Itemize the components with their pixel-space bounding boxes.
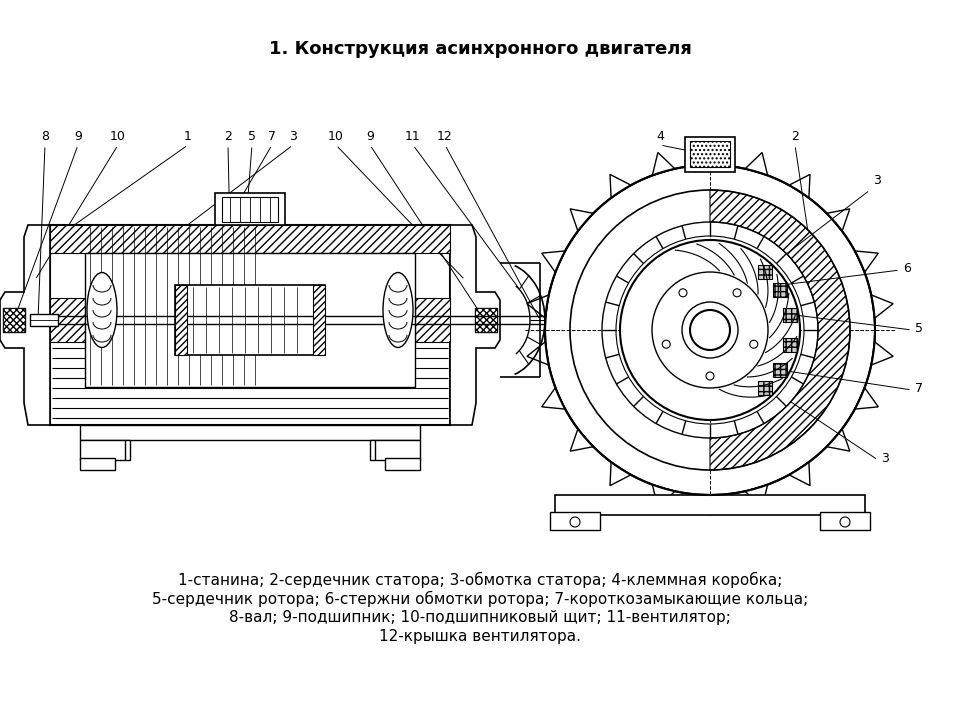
Text: 1. Конструкция асинхронного двигателя: 1. Конструкция асинхронного двигателя bbox=[269, 40, 691, 58]
Text: 12-крышка вентилятора.: 12-крышка вентилятора. bbox=[379, 629, 581, 644]
Bar bbox=[550, 512, 600, 530]
Polygon shape bbox=[789, 174, 810, 198]
Circle shape bbox=[840, 517, 850, 527]
Polygon shape bbox=[827, 429, 850, 451]
Circle shape bbox=[570, 517, 580, 527]
Text: 10: 10 bbox=[328, 130, 344, 143]
Bar bbox=[690, 141, 730, 167]
Bar bbox=[370, 440, 420, 460]
Text: 7: 7 bbox=[268, 130, 276, 143]
Bar bbox=[783, 308, 797, 322]
Polygon shape bbox=[527, 295, 549, 318]
Text: 9: 9 bbox=[366, 130, 374, 143]
Bar bbox=[685, 137, 735, 172]
Text: 12: 12 bbox=[437, 130, 453, 143]
Bar bbox=[175, 285, 187, 355]
Bar bbox=[475, 308, 497, 332]
Text: 1-станина; 2-сердечник статора; 3-обмотка статора; 4-клеммная коробка;: 1-станина; 2-сердечник статора; 3-обмотк… bbox=[178, 572, 782, 588]
Text: 4: 4 bbox=[656, 130, 664, 143]
Polygon shape bbox=[570, 209, 593, 231]
Ellipse shape bbox=[383, 272, 413, 348]
Bar bbox=[80, 425, 420, 440]
Bar bbox=[50, 225, 450, 425]
Bar bbox=[30, 314, 58, 326]
Polygon shape bbox=[0, 225, 50, 425]
Text: 6: 6 bbox=[903, 261, 911, 274]
Bar bbox=[773, 363, 787, 377]
Text: 5: 5 bbox=[248, 130, 256, 143]
Bar bbox=[175, 285, 325, 355]
Text: 3: 3 bbox=[881, 451, 889, 464]
Polygon shape bbox=[854, 251, 878, 272]
Circle shape bbox=[706, 372, 714, 380]
Bar bbox=[758, 265, 772, 279]
Polygon shape bbox=[872, 295, 893, 318]
Text: 2: 2 bbox=[224, 130, 232, 143]
Circle shape bbox=[733, 289, 741, 297]
Circle shape bbox=[690, 310, 730, 350]
Bar bbox=[758, 381, 772, 395]
Text: 3: 3 bbox=[873, 174, 881, 187]
Text: 3: 3 bbox=[289, 130, 297, 143]
Bar bbox=[50, 225, 450, 253]
Bar bbox=[475, 308, 497, 332]
Text: 11: 11 bbox=[405, 130, 420, 143]
Text: 8: 8 bbox=[41, 130, 49, 143]
Circle shape bbox=[662, 341, 670, 348]
Circle shape bbox=[750, 341, 757, 348]
Polygon shape bbox=[789, 462, 810, 485]
Polygon shape bbox=[610, 462, 631, 485]
Text: 10: 10 bbox=[110, 130, 126, 143]
Bar bbox=[85, 253, 415, 387]
Text: 9: 9 bbox=[74, 130, 82, 143]
Polygon shape bbox=[653, 485, 675, 508]
Circle shape bbox=[679, 289, 687, 297]
Ellipse shape bbox=[87, 272, 117, 348]
Bar bbox=[50, 298, 85, 342]
Text: 2: 2 bbox=[791, 130, 799, 143]
Polygon shape bbox=[541, 251, 565, 272]
Text: 1: 1 bbox=[184, 130, 192, 143]
Polygon shape bbox=[710, 190, 850, 470]
Bar bbox=[555, 495, 865, 515]
Text: 5-сердечник ротора; 6-стержни обмотки ротора; 7-короткозамыкающие кольца;: 5-сердечник ротора; 6-стержни обмотки ро… bbox=[152, 591, 808, 607]
Polygon shape bbox=[450, 225, 500, 425]
Circle shape bbox=[682, 302, 738, 358]
Polygon shape bbox=[570, 429, 593, 451]
Polygon shape bbox=[872, 342, 893, 365]
Bar bbox=[385, 458, 420, 470]
Bar bbox=[783, 338, 797, 352]
Polygon shape bbox=[745, 485, 768, 508]
Bar bbox=[3, 308, 25, 332]
Bar bbox=[313, 285, 325, 355]
Polygon shape bbox=[698, 145, 722, 166]
Polygon shape bbox=[745, 153, 768, 176]
Bar bbox=[80, 440, 130, 460]
Text: 5: 5 bbox=[915, 322, 923, 335]
Circle shape bbox=[545, 165, 875, 495]
Bar bbox=[415, 298, 450, 342]
Text: 8-вал; 9-подшипник; 10-подшипниковый щит; 11-вентилятор;: 8-вал; 9-подшипник; 10-подшипниковый щит… bbox=[229, 610, 731, 625]
Bar bbox=[773, 283, 787, 297]
Polygon shape bbox=[854, 387, 878, 409]
Circle shape bbox=[620, 240, 800, 420]
Bar bbox=[222, 197, 278, 222]
Bar bbox=[820, 512, 870, 530]
Text: 7: 7 bbox=[915, 382, 923, 395]
Bar bbox=[3, 308, 25, 332]
Polygon shape bbox=[527, 342, 549, 365]
Polygon shape bbox=[698, 495, 722, 515]
Polygon shape bbox=[541, 387, 565, 409]
Polygon shape bbox=[610, 174, 631, 198]
Bar bbox=[215, 193, 285, 225]
Polygon shape bbox=[653, 153, 675, 176]
Bar bbox=[80, 458, 115, 470]
Circle shape bbox=[652, 272, 768, 388]
Polygon shape bbox=[827, 209, 850, 231]
